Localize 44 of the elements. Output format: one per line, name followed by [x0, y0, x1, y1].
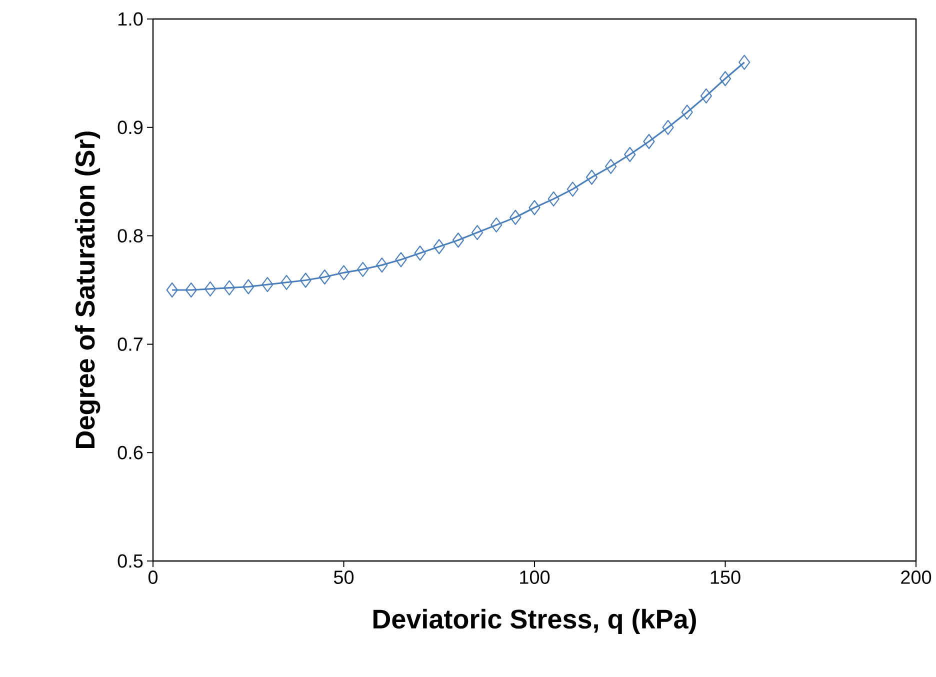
y-tick-label: 1.0: [118, 12, 143, 26]
y-axis-title: Degree of Saturation (Sr): [74, 132, 100, 448]
point: [471, 224, 484, 240]
point: [338, 265, 350, 280]
point: [643, 134, 655, 150]
point: [700, 88, 712, 104]
point: [395, 252, 407, 268]
point: [414, 246, 426, 261]
point: [510, 210, 522, 225]
point: [528, 200, 540, 216]
x-tick-label: 50: [334, 570, 354, 584]
y-tick-label: 0.5: [118, 554, 143, 568]
point: [662, 120, 674, 135]
point: [185, 282, 197, 298]
x-tick-label: 0: [148, 570, 158, 584]
point: [452, 232, 464, 248]
x-tick-label: 200: [901, 570, 932, 584]
point: [376, 258, 388, 273]
point: [681, 104, 693, 120]
point: [300, 272, 312, 288]
point: [242, 279, 254, 294]
point: [586, 170, 598, 185]
point: [605, 158, 617, 174]
y-tick-label: 0.8: [118, 229, 143, 243]
point: [719, 71, 732, 86]
point: [566, 182, 578, 197]
point: [166, 282, 178, 298]
point: [262, 277, 274, 292]
point: [490, 217, 502, 233]
point: [357, 262, 369, 277]
point: [738, 54, 750, 70]
y-tick-label: 0.7: [118, 337, 143, 351]
point: [318, 269, 330, 285]
x-tick-label: 100: [520, 570, 550, 584]
y-tick-label: 0.9: [118, 120, 143, 134]
x-axis-title: Deviatoric Stress, q (kPa): [373, 608, 696, 634]
point: [224, 280, 236, 296]
y-tick-label: 0.6: [118, 446, 143, 460]
x-tick-label: 150: [710, 570, 740, 584]
point: [204, 281, 216, 296]
point: [624, 146, 636, 162]
point: [548, 191, 560, 206]
point: [433, 239, 445, 254]
point: [280, 274, 292, 290]
